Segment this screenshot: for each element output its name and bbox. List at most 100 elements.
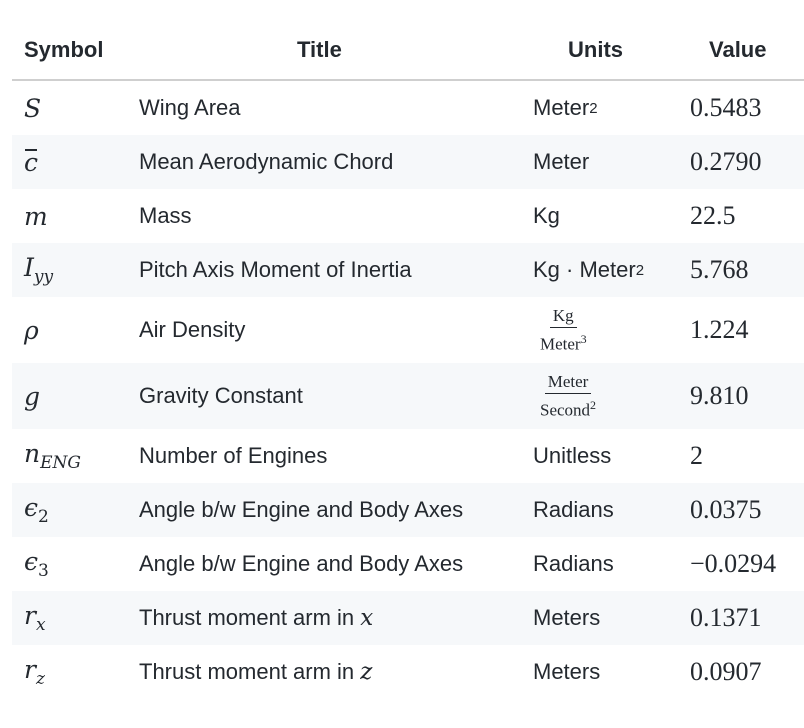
symbol-base: r <box>24 601 36 630</box>
title-cell: Number of Engines <box>139 443 328 468</box>
symbol-subscript: 3 <box>38 561 49 581</box>
units-cell: Meter Second2 <box>533 363 693 429</box>
symbol: ϵ2 <box>24 493 49 527</box>
title-cell: Thrust moment arm in x <box>139 591 534 645</box>
denominator-text: Meter <box>540 334 581 354</box>
value-cell: 5.768 <box>690 255 749 284</box>
symbol-cell: nENG <box>24 429 134 483</box>
title-cell: Mass <box>139 203 192 228</box>
title-cell: Gravity Constant <box>139 383 303 408</box>
table-row: ρ Air Density Kg Meter3 1.224 <box>12 297 804 363</box>
symbol-c-bar: c <box>24 147 39 177</box>
fraction-numerator: Meter <box>544 372 592 394</box>
units-cell: Kg Meter3 <box>533 297 693 363</box>
units-exponent: 2 <box>589 99 598 117</box>
value-cell: 2 <box>690 441 703 470</box>
symbol-cell: ρ <box>24 297 134 363</box>
table-row: S Wing Area Meter 2 0.5483 <box>12 81 804 135</box>
symbol-cell: m <box>24 189 134 243</box>
table-row: ϵ2 Angle b/w Engine and Body Axes Radian… <box>12 483 804 537</box>
table-row: rx Thrust moment arm in x Meters 0.1371 <box>12 591 804 645</box>
symbol: rz <box>24 655 45 689</box>
units-cell: Meters <box>533 659 601 684</box>
denominator-exponent: 3 <box>580 331 587 346</box>
symbol-cell: g <box>24 363 134 429</box>
table-row: c Mean Aerodynamic Chord Meter 0.2790 <box>12 135 804 189</box>
title-cell: Angle b/w Engine and Body Axes <box>139 497 464 522</box>
symbol: ϵ3 <box>24 547 49 581</box>
units-text: Meter <box>533 95 590 120</box>
title-cell: Thrust moment arm in z <box>139 645 534 699</box>
units-cell: Meter <box>533 149 590 174</box>
value-cell: 0.5483 <box>690 93 762 122</box>
value-cell: 0.0907 <box>690 657 762 686</box>
value-cell: 9.810 <box>690 381 749 410</box>
symbol: nENG <box>24 439 81 473</box>
table-row: nENG Number of Engines Unitless 2 <box>12 429 804 483</box>
units-cell: Kg <box>533 203 560 228</box>
table-row: Iyy Pitch Axis Moment of Inertia Kg · Me… <box>12 243 804 297</box>
symbol: m <box>24 201 48 231</box>
symbol-subscript: x <box>35 615 46 635</box>
parameters-table: Symbol Title Units Value S Wing Area Met… <box>12 24 804 699</box>
symbol: rx <box>24 601 46 635</box>
title-text: Thrust moment arm in <box>139 605 355 630</box>
symbol-subscript: ENG <box>40 453 81 473</box>
symbol-cell: ϵ3 <box>24 537 134 591</box>
units-cell: Radians <box>533 497 614 522</box>
table-header: Symbol Title Units Value <box>12 24 804 81</box>
symbol-base: ϵ <box>24 547 39 576</box>
symbol-cell: S <box>24 81 134 135</box>
symbol-cell: c <box>24 135 134 189</box>
value-cell: 1.224 <box>690 315 749 344</box>
units-fraction: Meter Second2 <box>537 372 599 420</box>
table-row: ϵ3 Angle b/w Engine and Body Axes Radian… <box>12 537 804 591</box>
header-value: Value <box>709 37 767 62</box>
units-exponent: 2 <box>635 261 645 279</box>
fraction-numerator: Kg <box>549 306 577 328</box>
units-cell: Meter 2 <box>533 81 693 135</box>
symbol: g <box>24 381 41 411</box>
denominator-text: Second <box>540 400 591 420</box>
table-row: g Gravity Constant Meter Second2 9.810 <box>12 363 804 429</box>
symbol-subscript: yy <box>33 267 54 287</box>
units-cell: Kg · Meter 2 <box>533 243 693 297</box>
title-math-variable: z <box>360 659 373 685</box>
header-units: Units <box>568 37 623 62</box>
fraction-denominator: Meter3 <box>537 328 590 354</box>
units-cell: Radians <box>533 551 614 576</box>
title-cell: Mean Aerodynamic Chord <box>139 149 394 174</box>
symbol-cell: rz <box>24 645 134 699</box>
symbol-subscript: 2 <box>38 507 49 527</box>
symbol-base: n <box>24 439 41 468</box>
units-text: Kg · Meter <box>533 257 636 282</box>
title-cell: Pitch Axis Moment of Inertia <box>139 257 412 282</box>
units-cell: Meters <box>533 605 601 630</box>
title-cell: Angle b/w Engine and Body Axes <box>139 551 464 576</box>
symbol: S <box>24 93 42 123</box>
title-text: Thrust moment arm in <box>139 659 355 684</box>
title-math-variable: x <box>360 605 374 631</box>
header-symbol: Symbol <box>24 37 104 62</box>
symbol-base: I <box>24 253 34 282</box>
symbol-rho: ρ <box>24 315 39 345</box>
denominator-exponent: 2 <box>590 397 597 412</box>
symbol-subscript: z <box>35 669 45 689</box>
symbol: Iyy <box>24 253 53 287</box>
value-cell: 0.2790 <box>690 147 762 176</box>
symbol-base: ϵ <box>24 493 39 522</box>
value-cell: 0.1371 <box>690 603 762 632</box>
value-cell: 0.0375 <box>690 495 762 524</box>
table-row: m Mass Kg 22.5 <box>12 189 804 243</box>
units-cell: Unitless <box>533 443 612 468</box>
symbol-base: r <box>24 655 36 684</box>
table-row: rz Thrust moment arm in z Meters 0.0907 <box>12 645 804 699</box>
title-cell: Air Density <box>139 317 246 342</box>
symbol-cell: rx <box>24 591 134 645</box>
fraction-denominator: Second2 <box>537 394 599 420</box>
value-cell: −0.0294 <box>690 549 777 578</box>
symbol-cell: ϵ2 <box>24 483 134 537</box>
header-title: Title <box>297 37 342 62</box>
units-fraction: Kg Meter3 <box>537 306 590 354</box>
symbol-cell: Iyy <box>24 243 134 297</box>
